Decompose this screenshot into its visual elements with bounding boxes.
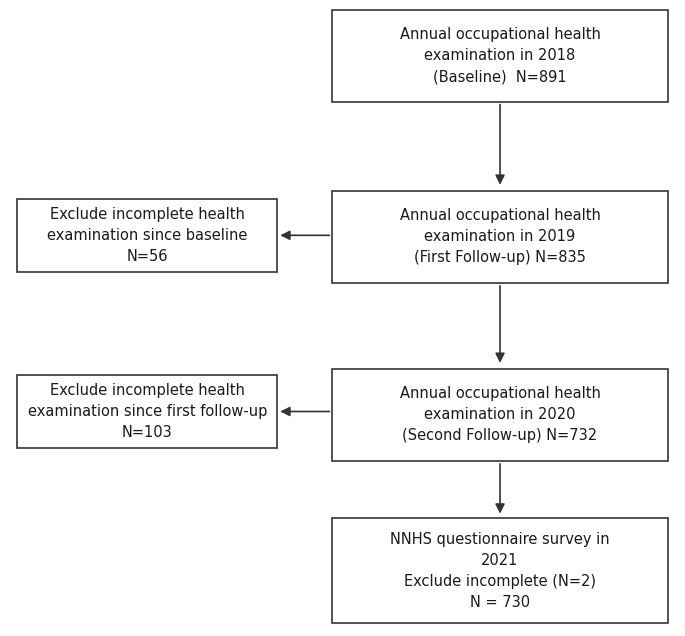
- Text: Exclude incomplete health
examination since baseline
N=56: Exclude incomplete health examination si…: [47, 207, 247, 264]
- FancyBboxPatch shape: [17, 375, 277, 448]
- Text: NNHS questionnaire survey in
2021
Exclude incomplete (N=2)
N = 730: NNHS questionnaire survey in 2021 Exclud…: [390, 532, 610, 610]
- FancyBboxPatch shape: [332, 191, 668, 283]
- FancyBboxPatch shape: [17, 199, 277, 272]
- Text: Annual occupational health
examination in 2019
(First Follow-up) N=835: Annual occupational health examination i…: [399, 209, 601, 265]
- FancyBboxPatch shape: [332, 10, 668, 102]
- FancyBboxPatch shape: [332, 518, 668, 623]
- Text: Annual occupational health
examination in 2018
(Baseline)  N=891: Annual occupational health examination i…: [399, 27, 601, 84]
- FancyBboxPatch shape: [332, 369, 668, 461]
- Text: Annual occupational health
examination in 2020
(Second Follow-up) N=732: Annual occupational health examination i…: [399, 387, 601, 443]
- Text: Exclude incomplete health
examination since first follow-up
N=103: Exclude incomplete health examination si…: [27, 384, 267, 440]
